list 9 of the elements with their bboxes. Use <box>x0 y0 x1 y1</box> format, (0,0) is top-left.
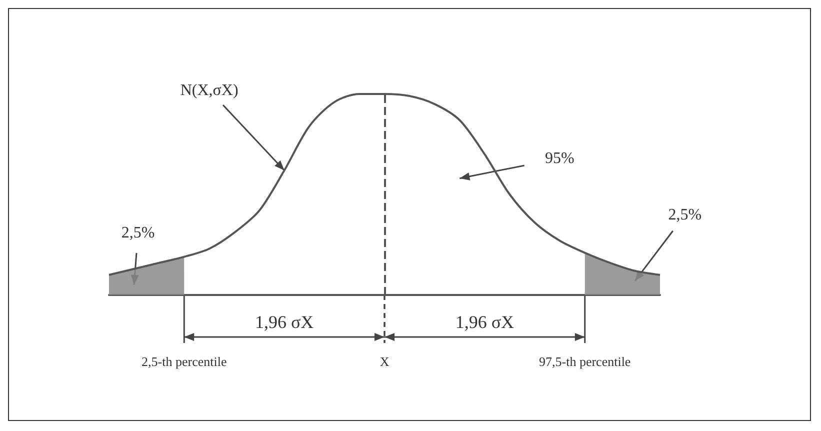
text: 2,5% <box>668 206 702 224</box>
x-tick-label: X <box>380 354 390 369</box>
x-tick-label: 2,5-th percentile <box>142 354 227 369</box>
annotation: 2,5% <box>121 224 155 242</box>
text: 1,96 σX <box>254 312 314 332</box>
annotation: N(X,σX) <box>180 82 238 99</box>
x-tick-label: 97,5-th percentile <box>539 354 631 369</box>
annotation: 95% <box>544 150 574 167</box>
text: 1,96 σX <box>455 312 514 332</box>
